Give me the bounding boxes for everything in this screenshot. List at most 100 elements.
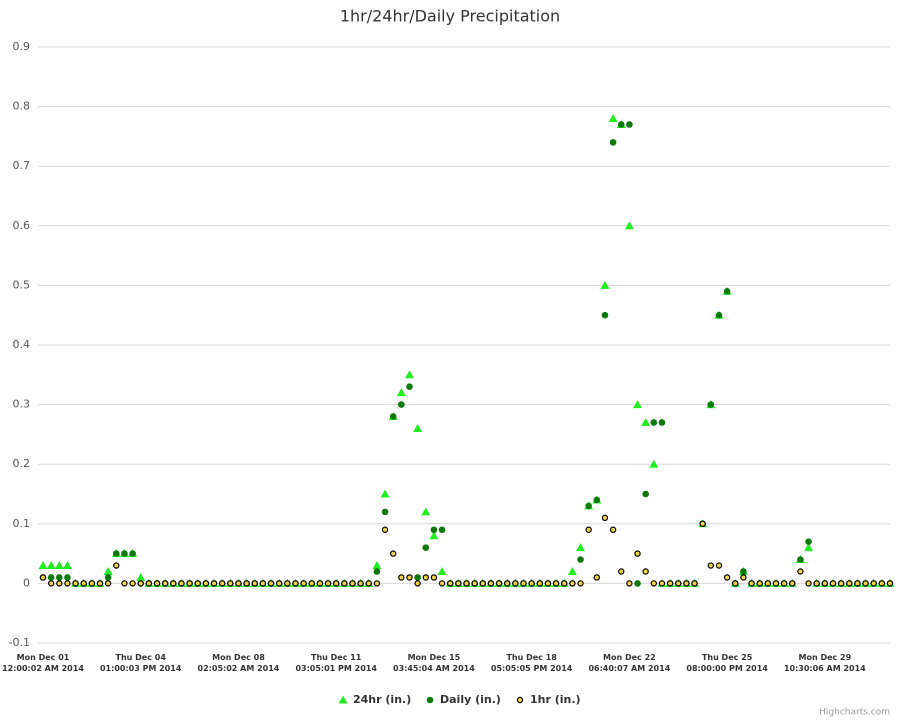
ring-marker xyxy=(707,562,715,569)
triangle-marker xyxy=(396,388,406,397)
triangle-marker xyxy=(372,561,382,570)
circle-marker xyxy=(121,550,128,557)
ring-marker xyxy=(259,580,267,587)
ring-marker xyxy=(227,580,234,587)
ring-marker xyxy=(495,580,503,587)
circle-marker xyxy=(64,574,71,581)
circle-marker xyxy=(658,419,666,426)
ring-marker xyxy=(194,580,201,587)
circle-marker xyxy=(609,139,617,146)
circle-marker xyxy=(438,526,446,534)
ring-marker xyxy=(96,580,104,587)
ring-marker xyxy=(870,580,877,587)
circle-marker xyxy=(740,568,747,575)
x-tick-label: Thu Dec 18 05:05:05 PM 2014 xyxy=(490,653,573,673)
circle-marker xyxy=(422,544,430,551)
y-tick-label: -0.1 xyxy=(9,636,30,649)
triangle-marker xyxy=(600,280,610,289)
ring-marker xyxy=(520,580,527,587)
y-tick-label: 0.6 xyxy=(13,219,31,232)
circle-marker xyxy=(723,288,731,295)
ring-marker xyxy=(471,580,478,587)
triangle-marker xyxy=(576,543,586,552)
ring-marker xyxy=(39,574,47,581)
triangle-marker xyxy=(421,507,431,516)
ring-marker xyxy=(104,580,112,587)
ring-marker xyxy=(202,580,210,587)
triangle-marker xyxy=(380,489,390,498)
ring-marker xyxy=(666,580,674,587)
circle-marker xyxy=(626,121,633,128)
ring-marker xyxy=(821,580,829,587)
circle-marker xyxy=(398,401,405,408)
ring-marker xyxy=(552,580,560,587)
triangle-marker xyxy=(429,531,439,540)
x-tick-label: Mon Dec 29 10:30:06 AM 2014 xyxy=(783,653,866,673)
ring-marker xyxy=(243,580,250,587)
legend-label: 24hr (in.) xyxy=(353,693,411,706)
ring-marker xyxy=(609,526,617,533)
ring-marker xyxy=(80,580,87,587)
ring-marker xyxy=(438,580,446,587)
ring-marker xyxy=(658,580,666,587)
ring-marker xyxy=(544,580,552,587)
ring-marker xyxy=(585,526,592,533)
ring-marker xyxy=(748,580,755,587)
ring-marker xyxy=(650,580,658,587)
triangle-marker xyxy=(404,370,414,379)
y-tick-label: 0.5 xyxy=(13,278,31,291)
ring-marker xyxy=(683,580,690,587)
circle-marker xyxy=(805,538,812,545)
x-tick-label: Mon Dec 22 06:40:07 AM 2014 xyxy=(588,653,671,673)
y-tick-label: 0.8 xyxy=(13,100,31,113)
circle-marker xyxy=(585,502,592,510)
ring-marker xyxy=(618,568,625,575)
ring-marker xyxy=(715,562,723,569)
ring-marker xyxy=(479,580,486,587)
triangle-marker xyxy=(437,566,447,575)
circle-marker xyxy=(414,574,421,581)
ring-marker xyxy=(406,574,413,581)
triangle-marker xyxy=(649,459,659,468)
ring-marker xyxy=(601,514,609,522)
x-tick-label: Thu Dec 25 08:00:00 PM 2014 xyxy=(686,653,768,673)
circle-marker xyxy=(104,574,112,581)
ring-marker xyxy=(218,580,226,587)
triangle-marker xyxy=(338,695,348,704)
ring-marker xyxy=(626,580,633,587)
circle-marker xyxy=(650,419,658,426)
circle-marker xyxy=(55,574,63,581)
ring-marker xyxy=(161,580,169,587)
circle-marker xyxy=(406,383,413,391)
ring-marker xyxy=(129,580,136,587)
ring-marker xyxy=(846,580,853,587)
ring-marker xyxy=(837,580,845,587)
ring-marker xyxy=(593,574,601,581)
circle-marker xyxy=(430,526,438,534)
ring-marker xyxy=(577,580,584,587)
y-tick-label: 0.3 xyxy=(13,398,31,411)
ring-marker xyxy=(56,580,63,587)
ring-marker xyxy=(275,580,283,587)
x-tick-label: Thu Dec 04 01:00:03 PM 2014 xyxy=(99,653,182,673)
ring-marker xyxy=(235,580,242,587)
chart-title: 1hr/24hr/Daily Precipitation xyxy=(340,7,560,26)
ring-marker xyxy=(732,580,739,587)
ring-marker xyxy=(390,550,397,557)
ring-marker xyxy=(756,580,763,587)
ring-marker xyxy=(528,580,535,587)
x-tick-label: Thu Dec 11 03:05:01 PM 2014 xyxy=(295,653,377,673)
circle-marker xyxy=(389,413,397,420)
ring-marker xyxy=(332,580,340,587)
ring-marker xyxy=(267,580,275,587)
ring-marker xyxy=(862,580,869,587)
ring-marker xyxy=(316,580,324,587)
ring-marker xyxy=(569,580,576,587)
ring-marker xyxy=(137,580,144,587)
ring-marker xyxy=(121,580,128,587)
x-tick-label: Mon Dec 01 12:00:02 AM 2014 xyxy=(2,653,84,673)
ring-marker xyxy=(675,580,682,587)
ring-marker xyxy=(72,580,79,587)
x-tick-label: Mon Dec 15 03:45:04 AM 2014 xyxy=(393,653,475,673)
circle-marker xyxy=(715,311,723,319)
